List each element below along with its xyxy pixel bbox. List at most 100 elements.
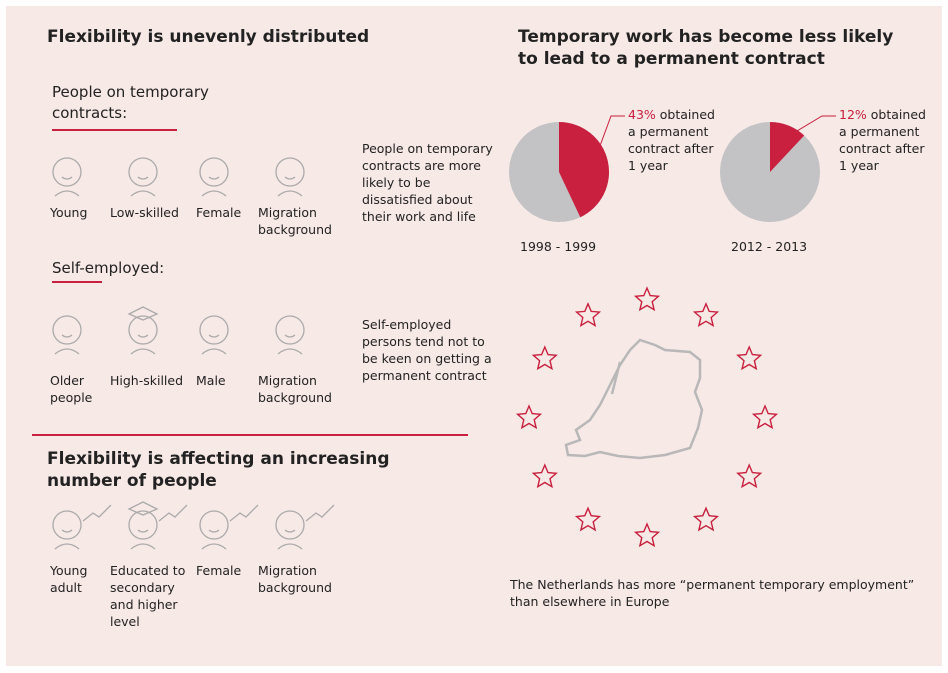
face	[208, 334, 220, 338]
face	[61, 176, 73, 180]
pie-caption: 43% obtained a permanent contract after …	[628, 106, 723, 174]
head	[128, 157, 158, 187]
map-islands	[610, 361, 622, 395]
person-icon	[52, 315, 82, 355]
star	[751, 404, 779, 430]
face	[137, 529, 149, 533]
growing-item: Young adult	[50, 563, 88, 595]
cap	[127, 306, 159, 321]
pie-period: 1998 - 1999	[520, 239, 597, 254]
shoulders	[130, 543, 156, 550]
group-item: Older people	[50, 373, 93, 405]
group-item: Migration background	[258, 205, 332, 237]
pie-caption-text: obtained a permanent contract after 1 ye…	[628, 107, 715, 173]
group-item: Migration background	[258, 373, 332, 405]
star	[515, 404, 543, 430]
star	[574, 506, 602, 532]
group-item: Male	[196, 373, 226, 388]
section-title: Temporary work has become less likely to…	[518, 27, 894, 69]
head	[52, 315, 82, 345]
growing-item: Migration background	[258, 563, 332, 595]
section-title: Flexibility is unevenly distributed	[47, 27, 370, 47]
shoulders	[54, 190, 80, 197]
star	[692, 506, 720, 532]
head	[199, 510, 229, 540]
person-icon	[127, 501, 188, 550]
person-icon	[275, 315, 305, 355]
pie-slice	[559, 122, 609, 218]
head	[52, 157, 82, 187]
person-icon	[52, 504, 112, 550]
person-icon	[199, 315, 229, 355]
growing-item: Educated to secondary and higher level	[110, 563, 186, 629]
trend	[82, 504, 112, 522]
cap	[127, 501, 159, 516]
trend	[229, 504, 259, 522]
shoulders	[277, 348, 303, 355]
star	[633, 286, 661, 312]
group-item: Young	[50, 205, 88, 220]
shoulders	[277, 190, 303, 197]
face	[208, 176, 220, 180]
person-icon	[52, 157, 82, 197]
star	[692, 301, 720, 327]
person-icon	[128, 157, 158, 197]
group-item: High-skilled	[110, 373, 184, 388]
face	[61, 529, 73, 533]
head	[275, 510, 305, 540]
shoulders	[130, 190, 156, 197]
leader	[592, 115, 625, 165]
shoulders	[201, 348, 227, 355]
pie-caption: 12% obtained a permanent contract after …	[839, 106, 934, 174]
pie-slice	[770, 122, 805, 172]
trend	[158, 504, 188, 522]
map-caption: The Netherlands has more “permanent temp…	[510, 577, 915, 609]
shoulders	[54, 348, 80, 355]
group-note: Self-employed persons tend not to be kee…	[362, 317, 492, 383]
panel	[6, 6, 942, 666]
shoulders	[130, 348, 156, 355]
head	[275, 315, 305, 345]
group-item: Female	[196, 205, 242, 220]
face	[61, 334, 73, 338]
group-heading: People on temporary contracts:	[52, 83, 209, 122]
pie-period: 2012 - 2013	[731, 239, 808, 254]
person-icon	[199, 157, 229, 197]
group-note: People on temporary contracts are more l…	[362, 141, 493, 224]
star	[531, 345, 558, 371]
growing-item: Female	[196, 563, 242, 578]
star	[736, 463, 763, 489]
person-icon	[275, 157, 305, 197]
star	[633, 522, 661, 548]
pie-value-label: 43%	[628, 107, 656, 122]
shoulders	[201, 190, 227, 197]
head	[199, 315, 229, 345]
head	[199, 157, 229, 187]
face	[284, 334, 296, 338]
star	[736, 345, 763, 371]
shoulders	[54, 543, 80, 550]
trend	[305, 504, 335, 522]
star	[574, 301, 602, 327]
face	[137, 334, 149, 338]
leader	[782, 115, 836, 140]
person-icon	[199, 504, 259, 550]
star	[531, 463, 558, 489]
person-icon	[275, 504, 335, 550]
pie-value-label: 12%	[839, 107, 867, 122]
face	[208, 529, 220, 533]
head	[128, 315, 158, 345]
shoulders	[201, 543, 227, 550]
shoulders	[277, 543, 303, 550]
face	[284, 529, 296, 533]
face	[137, 176, 149, 180]
section-title: Flexibility is affecting an increasing n…	[47, 449, 390, 491]
head	[128, 510, 158, 540]
pie-caption-text: obtained a permanent contract after 1 ye…	[839, 107, 926, 173]
map-outline	[564, 338, 704, 460]
group-item: Low-skilled	[110, 205, 179, 220]
person-icon	[127, 306, 159, 355]
group-heading: Self-employed:	[52, 259, 165, 277]
